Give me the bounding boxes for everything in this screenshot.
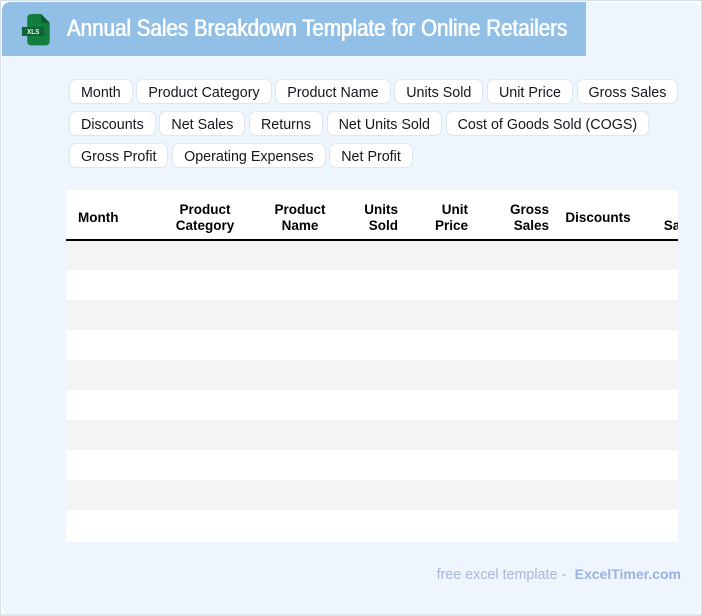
- svg-text:XLS: XLS: [27, 27, 39, 36]
